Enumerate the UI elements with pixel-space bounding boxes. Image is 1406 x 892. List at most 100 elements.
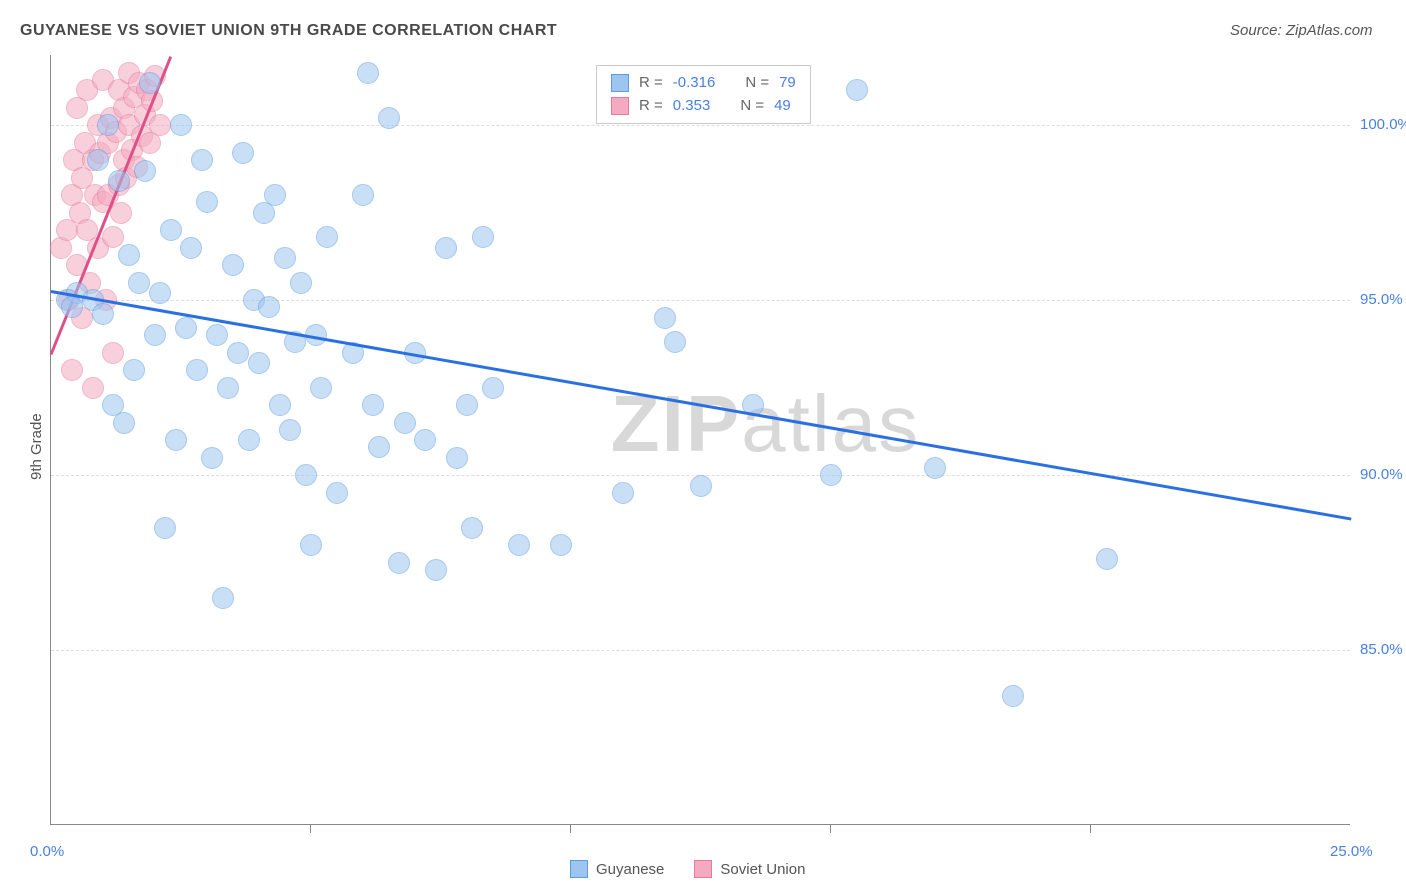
data-point-guyanese bbox=[170, 114, 192, 136]
data-point-guyanese bbox=[134, 160, 156, 182]
stat-n-value-a: 79 bbox=[779, 72, 796, 95]
data-point-guyanese bbox=[414, 429, 436, 451]
data-point-guyanese bbox=[264, 184, 286, 206]
y-tick-label: 95.0% bbox=[1360, 291, 1403, 308]
data-point-guyanese bbox=[212, 587, 234, 609]
data-point-guyanese bbox=[357, 62, 379, 84]
chart-title: GUYANESE VS SOVIET UNION 9TH GRADE CORRE… bbox=[20, 22, 557, 40]
data-point-guyanese bbox=[664, 331, 686, 353]
data-point-guyanese bbox=[310, 377, 332, 399]
legend-item-a: Guyanese bbox=[570, 860, 664, 878]
data-point-guyanese bbox=[368, 436, 390, 458]
data-point-soviet-union bbox=[110, 202, 132, 224]
data-point-guyanese bbox=[217, 377, 239, 399]
swatch-series-a bbox=[611, 74, 629, 92]
chart-container: GUYANESE VS SOVIET UNION 9TH GRADE CORRE… bbox=[0, 0, 1406, 892]
data-point-guyanese bbox=[1096, 548, 1118, 570]
data-point-guyanese bbox=[846, 79, 868, 101]
data-point-guyanese bbox=[97, 114, 119, 136]
data-point-guyanese bbox=[482, 377, 504, 399]
data-point-guyanese bbox=[108, 170, 130, 192]
data-point-soviet-union bbox=[149, 114, 171, 136]
data-point-guyanese bbox=[435, 237, 457, 259]
y-axis-title: 9th Grade bbox=[28, 413, 45, 480]
y-tick-label: 85.0% bbox=[1360, 641, 1403, 658]
data-point-soviet-union bbox=[61, 359, 83, 381]
legend-swatch-a bbox=[570, 860, 588, 878]
x-tick-mark bbox=[570, 825, 571, 833]
data-point-guyanese bbox=[201, 447, 223, 469]
watermark: ZIPatlas bbox=[611, 378, 920, 470]
data-point-guyanese bbox=[820, 464, 842, 486]
data-point-guyanese bbox=[550, 534, 572, 556]
data-point-guyanese bbox=[352, 184, 374, 206]
x-tick-mark bbox=[1090, 825, 1091, 833]
x-tick-label: 0.0% bbox=[30, 843, 64, 860]
data-point-guyanese bbox=[232, 142, 254, 164]
legend-item-b: Soviet Union bbox=[694, 860, 805, 878]
watermark-light: atlas bbox=[741, 379, 920, 468]
data-point-guyanese bbox=[227, 342, 249, 364]
data-point-guyanese bbox=[461, 517, 483, 539]
data-point-guyanese bbox=[238, 429, 260, 451]
data-point-guyanese bbox=[456, 394, 478, 416]
x-tick-label: 25.0% bbox=[1330, 843, 1373, 860]
plot-area: ZIPatlas bbox=[50, 55, 1350, 825]
data-point-guyanese bbox=[472, 226, 494, 248]
data-point-guyanese bbox=[222, 254, 244, 276]
x-tick-mark bbox=[310, 825, 311, 833]
data-point-guyanese bbox=[425, 559, 447, 581]
swatch-series-b bbox=[611, 97, 629, 115]
data-point-guyanese bbox=[378, 107, 400, 129]
data-point-guyanese bbox=[196, 191, 218, 213]
data-point-guyanese bbox=[87, 149, 109, 171]
legend-swatch-b bbox=[694, 860, 712, 878]
legend-label-a: Guyanese bbox=[596, 861, 664, 878]
data-point-guyanese bbox=[248, 352, 270, 374]
data-point-guyanese bbox=[258, 296, 280, 318]
data-point-guyanese bbox=[160, 219, 182, 241]
data-point-guyanese bbox=[388, 552, 410, 574]
data-point-guyanese bbox=[300, 534, 322, 556]
data-point-guyanese bbox=[206, 324, 228, 346]
data-point-guyanese bbox=[612, 482, 634, 504]
legend-stats-row-a: R = -0.316 N = 79 bbox=[611, 72, 796, 95]
data-point-guyanese bbox=[274, 247, 296, 269]
data-point-guyanese bbox=[295, 464, 317, 486]
data-point-guyanese bbox=[290, 272, 312, 294]
data-point-soviet-union bbox=[82, 377, 104, 399]
gridline-horizontal bbox=[51, 650, 1350, 651]
data-point-guyanese bbox=[118, 244, 140, 266]
data-point-soviet-union bbox=[102, 226, 124, 248]
x-tick-mark bbox=[830, 825, 831, 833]
legend-bottom: Guyanese Soviet Union bbox=[570, 860, 805, 878]
data-point-guyanese bbox=[326, 482, 348, 504]
data-point-guyanese bbox=[924, 457, 946, 479]
data-point-guyanese bbox=[139, 72, 161, 94]
data-point-guyanese bbox=[123, 359, 145, 381]
data-point-guyanese bbox=[394, 412, 416, 434]
stat-n-value-b: 49 bbox=[774, 95, 791, 118]
data-point-guyanese bbox=[144, 324, 166, 346]
data-point-guyanese bbox=[113, 412, 135, 434]
legend-stats-row-b: R = 0.353 N = 49 bbox=[611, 95, 796, 118]
data-point-guyanese bbox=[149, 282, 171, 304]
data-point-guyanese bbox=[186, 359, 208, 381]
stat-n-label-b: N = bbox=[740, 95, 764, 118]
stat-r-label-b: R = bbox=[639, 95, 663, 118]
y-tick-label: 100.0% bbox=[1360, 116, 1406, 133]
data-point-guyanese bbox=[165, 429, 187, 451]
stat-n-label-a: N = bbox=[745, 72, 769, 95]
stat-r-value-a: -0.316 bbox=[673, 72, 716, 95]
data-point-guyanese bbox=[180, 237, 202, 259]
data-point-guyanese bbox=[92, 303, 114, 325]
data-point-guyanese bbox=[362, 394, 384, 416]
source-label: Source: ZipAtlas.com bbox=[1230, 22, 1373, 39]
data-point-guyanese bbox=[61, 296, 83, 318]
data-point-guyanese bbox=[654, 307, 676, 329]
data-point-guyanese bbox=[690, 475, 712, 497]
data-point-guyanese bbox=[508, 534, 530, 556]
stat-r-label-a: R = bbox=[639, 72, 663, 95]
data-point-guyanese bbox=[279, 419, 301, 441]
data-point-guyanese bbox=[446, 447, 468, 469]
